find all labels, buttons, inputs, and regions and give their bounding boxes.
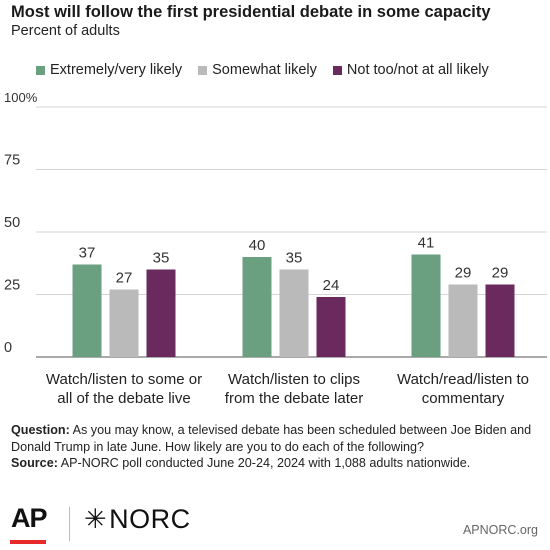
source-label: Source: (11, 456, 58, 470)
site-link: APNORC.org (462, 523, 538, 537)
logo-divider (69, 507, 70, 541)
y-tick-label: 50 (4, 215, 20, 231)
ap-logo-underline (10, 540, 46, 544)
ap-logo: AP (11, 503, 48, 533)
legend-swatch (332, 65, 342, 75)
x-category-label: all of the debate live (57, 390, 190, 407)
legend-label: Extremely/very likely (50, 62, 183, 78)
data-label: 29 (455, 265, 472, 282)
bar (146, 269, 176, 357)
data-label: 27 (116, 270, 133, 287)
data-label: 35 (153, 250, 170, 267)
x-category-label: Watch/listen to clips (228, 371, 360, 388)
question-text: As you may know, a televised debate has … (11, 423, 532, 454)
data-label: 35 (286, 250, 303, 267)
y-tick-label: 0 (4, 340, 12, 356)
norc-logo: ✳NORC (84, 504, 191, 535)
norc-logo-text: NORC (109, 504, 191, 534)
bar (485, 284, 515, 357)
legend-label: Somewhat likely (212, 62, 317, 78)
x-category-label: from the debate later (225, 390, 363, 407)
legend-swatch (36, 65, 45, 75)
norc-star-icon: ✳ (84, 504, 108, 534)
bar (242, 257, 272, 357)
x-category-label: Watch/read/listen to (397, 371, 529, 388)
bar (448, 284, 478, 357)
chart-subtitle: Percent of adults (11, 23, 120, 39)
legend: Extremely/very likely Somewhat likely No… (36, 62, 505, 78)
data-label: 40 (249, 237, 266, 254)
bar (109, 289, 139, 357)
bar (279, 269, 309, 357)
data-label: 41 (418, 235, 435, 252)
legend-item-not-likely: Not too/not at all likely (332, 62, 489, 78)
bar (411, 254, 441, 357)
y-tick-label: 100% (4, 90, 38, 105)
y-tick-label: 75 (4, 153, 20, 169)
chart-title: Most will follow the first presidential … (11, 3, 491, 21)
x-category-label: Watch/listen to some or (46, 371, 202, 388)
footer: AP ✳NORC APNORC.org (0, 495, 550, 550)
y-tick-label: 25 (4, 278, 20, 294)
legend-item-extremely-very-likely: Extremely/very likely (36, 62, 182, 78)
source-text: AP-NORC poll conducted June 20-24, 2024 … (57, 456, 471, 470)
bar-chart: 0 25 50 75 100% 37 27 35 Watch/listen to some or… (4, 90, 547, 407)
legend-swatch (198, 65, 208, 75)
legend-label: Not too/not at all likely (346, 62, 489, 78)
question-note: Question: As you may know, a televised d… (11, 422, 541, 472)
bar (72, 264, 102, 357)
data-label: 37 (79, 245, 96, 262)
question-label: Question: (11, 423, 70, 437)
x-category-label: commentary (422, 390, 505, 407)
data-label: 29 (492, 265, 509, 282)
bar (316, 297, 346, 357)
legend-item-somewhat-likely: Somewhat likely (198, 62, 317, 78)
data-label: 24 (323, 277, 340, 294)
